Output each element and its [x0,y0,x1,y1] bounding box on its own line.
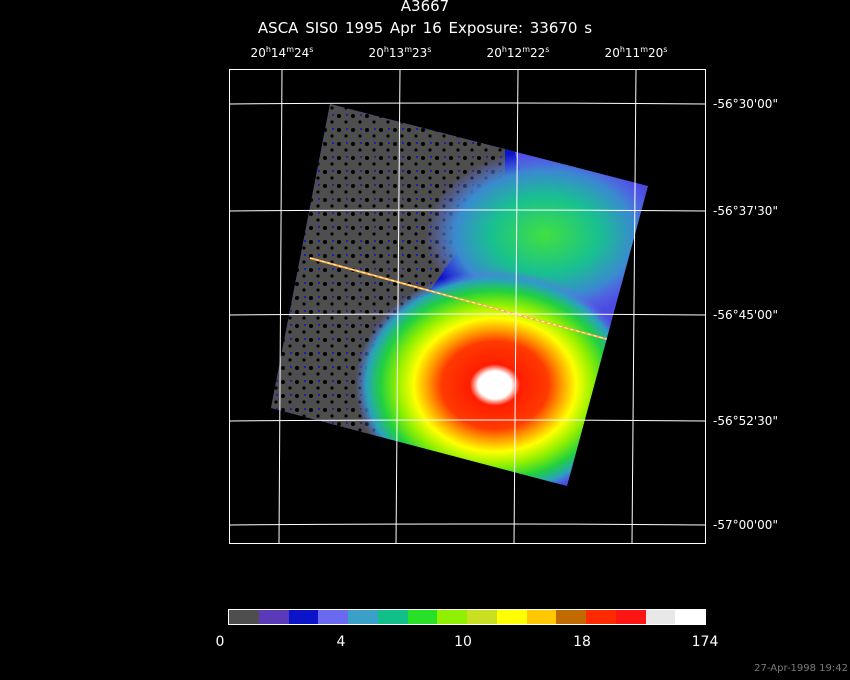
ra-tick-label: 20h12m22s [486,45,550,60]
colorbar-swatch [556,610,586,624]
colorbar-swatch [348,610,378,624]
colorbar-label: 10 [454,634,472,650]
ra-tick-label: 20h14m24s [250,45,314,60]
colorbar-swatch [645,610,676,624]
timestamp: 27-Apr-1998 19:42 [754,663,848,674]
colorbar-swatch [467,610,497,624]
dec-tick-label: -56°37'30" [713,204,778,218]
colorbar-swatch [615,610,646,624]
image-subtitle: ASCA SIS0 1995 Apr 16 Exposure: 33670 s [257,19,593,37]
colorbar-label: 174 [691,634,719,650]
ra-tick-label: 20h13m23s [368,45,432,60]
ra-tick-label: 20h11m20s [604,45,668,60]
colorbar-swatch [377,610,408,624]
colorbar-swatch [258,610,289,624]
dec-tick-label: -57°00'00" [713,518,778,532]
coordinate-grid [228,68,706,544]
colorbar-label: 0 [215,634,225,650]
colorbar-swatch [288,610,319,624]
colorbar-swatch [675,610,705,624]
dec-tick-label: -56°52'30" [713,414,778,428]
colorbar-swatch [586,610,616,624]
dec-tick-label: -56°45'00" [713,308,778,322]
colorbar-swatch [229,610,259,624]
colorbar [228,609,706,625]
colorbar-swatch [407,610,438,624]
dec-tick-label: -56°30'00" [713,97,778,111]
colorbar-swatch [496,610,527,624]
colorbar-swatch [437,610,467,624]
colorbar-label: 18 [573,634,591,650]
colorbar-label: 4 [336,634,346,650]
image-title: A3667 [400,0,450,15]
colorbar-swatch [526,610,557,624]
colorbar-swatch [318,610,348,624]
